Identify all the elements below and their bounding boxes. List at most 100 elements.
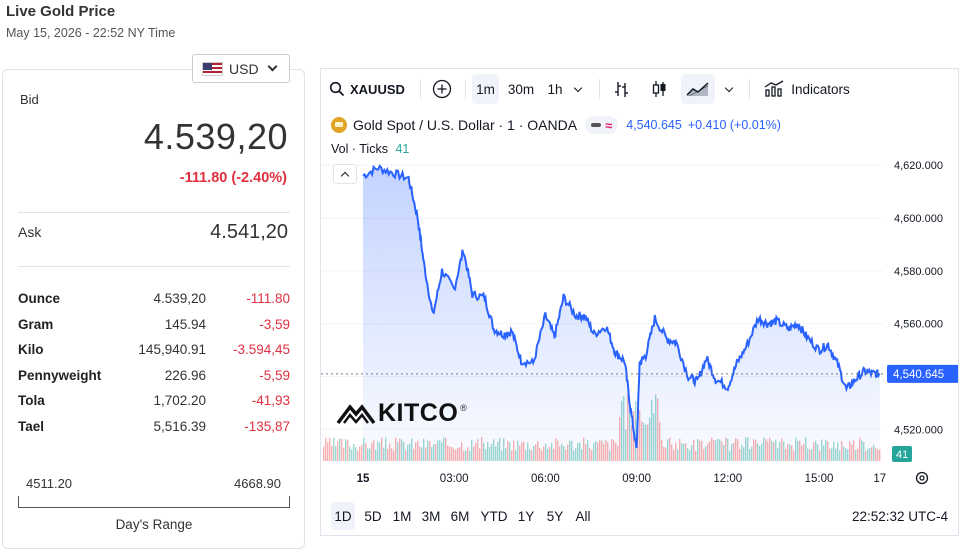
price-chart[interactable]: 4,620.000 4,600.000 4,580.000 4,560.000 4,54… xyxy=(321,69,959,536)
bar-style-button[interactable] xyxy=(607,74,635,104)
x-tick-label: 15:00 xyxy=(805,473,834,485)
unit-name: Tael xyxy=(18,418,45,434)
current-volume-label: 41 xyxy=(896,449,908,461)
chart-style-dropdown[interactable] xyxy=(719,74,739,104)
x-axis: 15 03:00 06:00 09:00 12:00 15:00 17 xyxy=(357,473,887,485)
plus-circle-icon xyxy=(432,79,452,99)
chevron-down-icon xyxy=(267,61,278,72)
y-tick-label: 4,580.000 xyxy=(894,266,943,278)
range-5d[interactable]: 5D xyxy=(364,508,382,524)
divider xyxy=(749,79,750,99)
volume-label: Vol · Ticks xyxy=(331,142,388,156)
range-5y[interactable]: 5Y xyxy=(546,508,564,524)
bid-label: Bid xyxy=(20,92,39,107)
volume-bar xyxy=(353,443,355,461)
volume-bar xyxy=(339,438,341,461)
interval-1m[interactable]: 1m xyxy=(472,74,499,104)
chart-clock[interactable]: 22:52:32 UTC-4 xyxy=(851,508,948,524)
unit-name: Gram xyxy=(18,316,54,332)
unit-change: -3,59 xyxy=(259,316,290,332)
table-row: Tael 5,516.39 -135,87 xyxy=(18,414,290,440)
collapse-legend-button[interactable] xyxy=(333,164,357,184)
interval-dropdown[interactable] xyxy=(568,74,588,104)
table-row: Pennyweight 226.96 -5,59 xyxy=(18,363,290,389)
table-row: Gram 145.94 -3,59 xyxy=(18,312,290,338)
ohlc-bars-icon xyxy=(615,82,628,97)
y-tick-label: 4,600.000 xyxy=(894,213,943,225)
chevron-up-icon xyxy=(340,171,350,181)
unit-name: Pennyweight xyxy=(18,367,102,383)
unit-price: 1,702.20 xyxy=(153,393,206,409)
volume-bar xyxy=(635,400,637,461)
compare-button[interactable] xyxy=(429,74,455,104)
price-area xyxy=(363,165,880,461)
range-1m[interactable]: 1M xyxy=(392,508,412,524)
kitco-logo: KITCO ® xyxy=(336,399,467,428)
current-price-tag: 4,540.645 xyxy=(887,364,958,383)
us-flag-icon xyxy=(202,61,223,76)
area-style-button[interactable] xyxy=(681,74,715,104)
table-row: Tola 1,702.20 -41,93 xyxy=(18,388,290,414)
market-status-icon xyxy=(591,123,602,127)
volume-bar xyxy=(357,450,359,461)
bid-price: 4.539,20 xyxy=(143,116,288,157)
range-1y[interactable]: 1Y xyxy=(517,508,535,524)
divider xyxy=(465,79,466,99)
chevron-down-icon xyxy=(724,83,734,92)
unit-change: -41,93 xyxy=(251,393,290,409)
chart-widget[interactable]: 4,620.000 4,600.000 4,580.000 4,560.000 4,54… xyxy=(320,68,959,536)
range-1d[interactable]: 1D xyxy=(331,502,355,530)
unit-price: 226.96 xyxy=(164,367,206,383)
volume-bar xyxy=(361,444,363,461)
table-row: Kilo 145,940.91 -3.594,45 xyxy=(18,337,290,363)
y-tick-label: 4,520.000 xyxy=(894,424,943,436)
volume-bar xyxy=(345,439,347,461)
status-pill[interactable]: ≈ xyxy=(585,116,619,134)
range-ytd[interactable]: YTD xyxy=(480,508,508,524)
currency-dropdown[interactable]: USD xyxy=(192,54,290,83)
volume-bar xyxy=(329,437,331,461)
ask-label: Ask xyxy=(18,224,42,240)
x-tick-label: 15 xyxy=(357,473,370,485)
divider xyxy=(420,79,421,99)
day-range-low: 4511.20 xyxy=(26,476,73,491)
x-tick-label: 12:00 xyxy=(713,473,742,485)
interval-30m[interactable]: 30m xyxy=(507,81,535,97)
volume-bar xyxy=(331,445,333,461)
page-timestamp: May 15, 2026 - 22:52 NY Time xyxy=(6,26,176,40)
page-title: Live Gold Price xyxy=(6,3,116,20)
kitco-wordmark: KITCO xyxy=(378,399,459,427)
search-icon xyxy=(329,81,345,97)
currency-code: USD xyxy=(229,60,259,77)
x-tick-label: 09:00 xyxy=(622,473,651,485)
bid-change: -111.80 (-2.40%) xyxy=(179,170,287,186)
volume-bar xyxy=(359,446,361,461)
indicators-label: Indicators xyxy=(791,81,850,97)
interval-1h[interactable]: 1h xyxy=(547,81,563,97)
ask-price: 4.541,20 xyxy=(210,221,288,243)
range-3m[interactable]: 3M xyxy=(421,508,441,524)
y-tick-label: 4,620.000 xyxy=(894,160,943,172)
price-line xyxy=(362,164,881,449)
divider xyxy=(18,212,290,213)
area-chart-icon xyxy=(686,82,709,97)
range-6m[interactable]: 6M xyxy=(450,508,470,524)
unit-change: -5,59 xyxy=(259,367,290,383)
candles-style-button[interactable] xyxy=(645,74,673,104)
volume-bar xyxy=(355,447,357,461)
divider xyxy=(599,79,600,99)
range-all[interactable]: All xyxy=(575,508,591,524)
unit-change: -3.594,45 xyxy=(232,342,290,358)
indicators-button[interactable]: Indicators xyxy=(757,74,857,104)
symbol-label: XAUUSD xyxy=(350,81,405,97)
chevron-down-icon xyxy=(573,83,583,92)
symbol-search[interactable]: XAUUSD xyxy=(329,74,405,104)
settings-gear-icon[interactable] xyxy=(914,470,930,486)
divider xyxy=(18,266,290,267)
volume-value: 41 xyxy=(395,142,410,156)
x-tick-label: 06:00 xyxy=(531,473,560,485)
unit-price: 5,516.39 xyxy=(153,418,206,434)
range-bar: 1D 5D 1M 3M 6M YTD 1Y 5Y All 22:52:32 UT… xyxy=(321,497,958,535)
volume-bar xyxy=(341,438,343,461)
unit-price: 145,940.91 xyxy=(138,342,206,358)
